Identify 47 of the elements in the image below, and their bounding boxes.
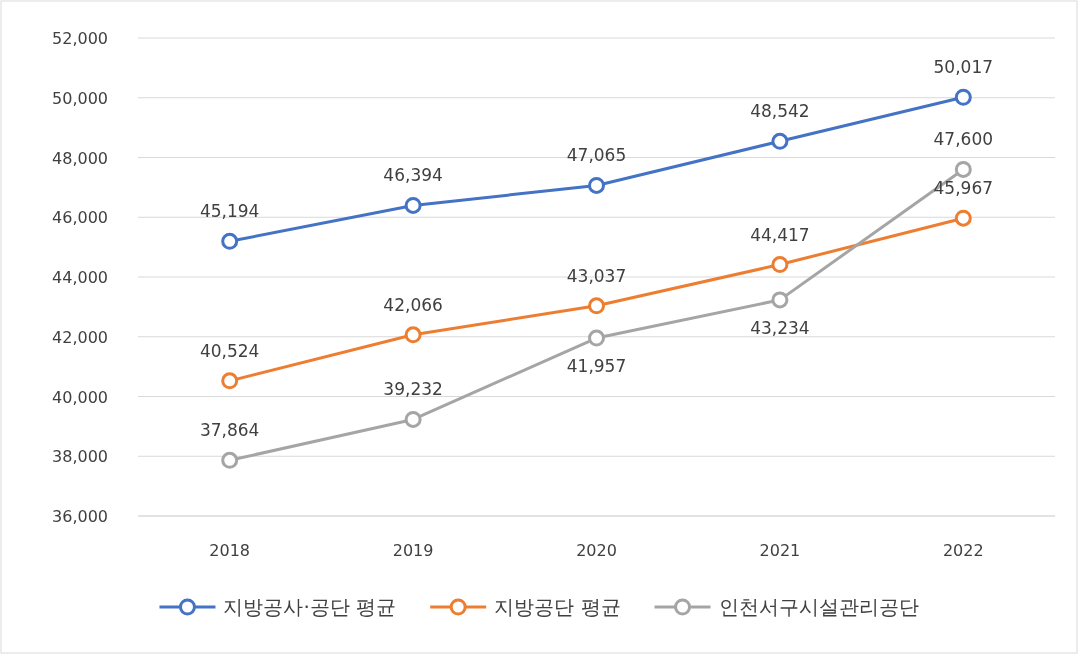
point — [404, 326, 422, 344]
data-label: 44,417 — [750, 224, 810, 245]
y-tick-label: 36,000 — [52, 507, 108, 526]
point — [221, 232, 239, 250]
point — [221, 451, 239, 469]
point — [221, 372, 239, 390]
point — [588, 176, 605, 194]
y-tick-label: 48,000 — [52, 148, 108, 168]
data-label: 47,065 — [566, 145, 627, 166]
point — [954, 209, 972, 227]
y-tick-label: 44,000 — [52, 268, 108, 287]
data-label: 47,600 — [933, 129, 994, 150]
data-label: 40,524 — [199, 340, 260, 361]
data-label: 39,232 — [383, 379, 443, 400]
data-label: 43,234 — [750, 317, 810, 338]
point — [954, 88, 972, 106]
legend-label: 지방공단 평균 — [494, 595, 621, 619]
y-tick-label: 46,000 — [52, 208, 108, 228]
point — [771, 291, 789, 309]
x-tick-label: 2021 — [759, 541, 801, 560]
x-tick-label: 2022 — [942, 541, 984, 560]
y-tick-label: 38,000 — [52, 447, 108, 467]
point — [404, 410, 422, 428]
data-label: 45,967 — [933, 178, 994, 199]
point — [954, 160, 972, 178]
y-tick-label: 52,000 — [52, 29, 108, 48]
y-tick-label: 40,000 — [52, 387, 108, 407]
y-tick-label: 42,000 — [52, 327, 108, 347]
data-label: 37,864 — [199, 420, 260, 441]
data-label: 42,066 — [383, 294, 443, 315]
data-label: 43,037 — [566, 265, 627, 286]
data-label: 41,957 — [566, 356, 627, 377]
data-label: 48,542 — [750, 101, 810, 122]
point — [404, 196, 422, 214]
x-tick-label: 2020 — [576, 541, 617, 560]
data-label: 45,194 — [199, 201, 260, 222]
point — [771, 256, 789, 274]
x-tick-label: 2018 — [209, 541, 251, 560]
point — [588, 329, 605, 347]
legend-label: 인천서구시설관리공단 — [718, 595, 919, 619]
data-label: 46,394 — [383, 165, 443, 186]
legend-label: 지방공사·공단 평균 — [223, 595, 397, 619]
point — [771, 132, 789, 150]
y-tick-label: 50,000 — [52, 88, 108, 108]
data-label: 50,017 — [933, 57, 994, 78]
x-tick-label: 2019 — [392, 541, 434, 560]
point — [588, 297, 605, 315]
